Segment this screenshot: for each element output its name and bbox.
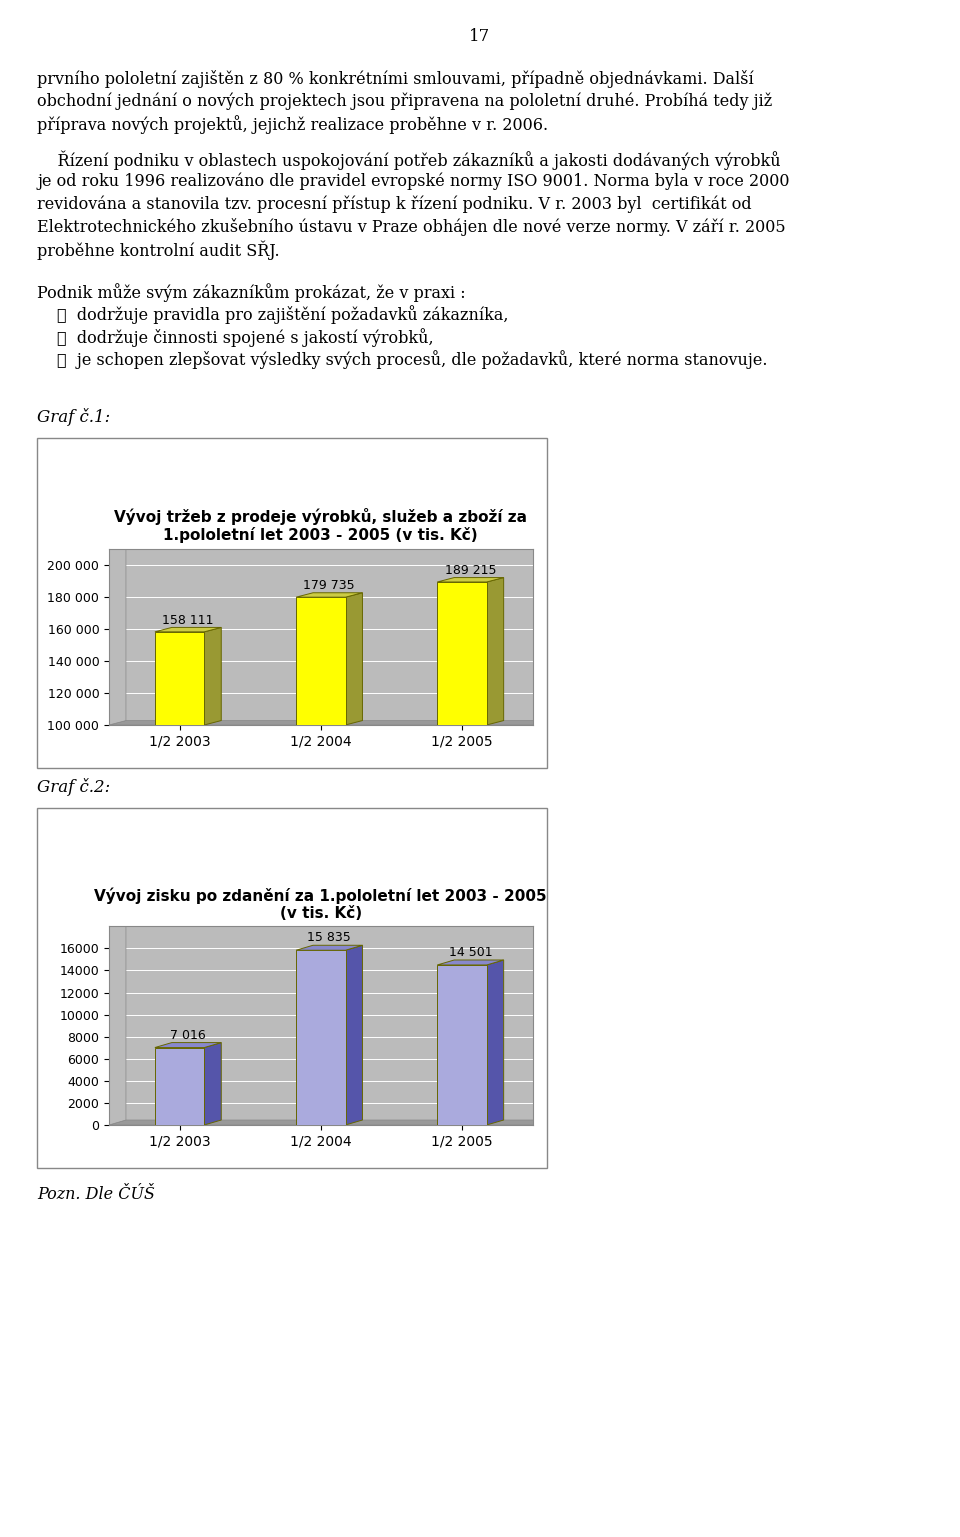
Text: je od roku 1996 realizováno dle pravidel evropské normy ISO 9001. Norma byla v r: je od roku 1996 realizováno dle pravidel… bbox=[37, 174, 789, 191]
Polygon shape bbox=[296, 593, 363, 598]
Polygon shape bbox=[204, 627, 221, 725]
Polygon shape bbox=[296, 945, 363, 950]
Bar bbox=[438, 965, 487, 1125]
Polygon shape bbox=[204, 1042, 221, 1125]
Polygon shape bbox=[109, 544, 126, 725]
Bar bbox=[296, 950, 346, 1125]
Text: 158 111: 158 111 bbox=[162, 613, 214, 627]
Text: obchodní jednání o nových projektech jsou připravena na pololetní druhé. Probíhá: obchodní jednání o nových projektech jso… bbox=[37, 92, 772, 111]
Polygon shape bbox=[487, 961, 504, 1125]
Text: ❖  dodržuje pravidla pro zajištění požadavků zákazníka,: ❖ dodržuje pravidla pro zajištění požada… bbox=[57, 306, 509, 324]
Text: 179 735: 179 735 bbox=[303, 579, 355, 592]
Title: Vývoj tržeb z prodeje výrobků, služeb a zboží za
1.pololetní let 2003 - 2005 (v : Vývoj tržeb z prodeje výrobků, služeb a … bbox=[114, 507, 527, 544]
Text: ❖  dodržuje činnosti spojené s jakostí výrobků,: ❖ dodržuje činnosti spojené s jakostí vý… bbox=[57, 327, 434, 347]
Text: 189 215: 189 215 bbox=[444, 564, 496, 576]
Polygon shape bbox=[438, 578, 504, 583]
Polygon shape bbox=[346, 593, 363, 725]
Polygon shape bbox=[487, 578, 504, 725]
Bar bbox=[155, 632, 204, 725]
Text: Pozn. Dle ČÚŠ: Pozn. Dle ČÚŠ bbox=[37, 1187, 155, 1203]
Polygon shape bbox=[109, 1120, 549, 1125]
Polygon shape bbox=[109, 721, 549, 725]
Text: revidována a stanovila tzv. procesní přístup k řízení podniku. V r. 2003 byl  ce: revidována a stanovila tzv. procesní pří… bbox=[37, 195, 752, 214]
Text: 15 835: 15 835 bbox=[307, 931, 351, 944]
Text: příprava nových projektů, jejichž realizace proběhne v r. 2006.: příprava nových projektů, jejichž realiz… bbox=[37, 115, 548, 134]
Text: Podnik může svým zákazníkům prokázat, že v praxi :: Podnik může svým zákazníkům prokázat, že… bbox=[37, 283, 466, 301]
Text: proběhne kontrolní audit SŘJ.: proběhne kontrolní audit SŘJ. bbox=[37, 240, 279, 260]
Bar bbox=[438, 583, 487, 725]
Title: Vývoj zisku po zdanění za 1.pololetní let 2003 - 2005
(v tis. Kč): Vývoj zisku po zdanění za 1.pololetní le… bbox=[94, 887, 547, 921]
Text: ❖  je schopen zlepšovat výsledky svých procesů, dle požadavků, které norma stano: ❖ je schopen zlepšovat výsledky svých pr… bbox=[57, 350, 767, 369]
Polygon shape bbox=[155, 627, 221, 632]
Text: Elektrotechnického zkušebního ústavu v Praze obhájen dle nové verze normy. V zář: Elektrotechnického zkušebního ústavu v P… bbox=[37, 218, 785, 237]
Text: Graf č.2:: Graf č.2: bbox=[37, 778, 110, 796]
Text: 14 501: 14 501 bbox=[448, 945, 492, 959]
Text: 17: 17 bbox=[469, 28, 491, 45]
Text: Řízení podniku v oblastech uspokojování potřeb zákazníků a jakosti dodávaných vý: Řízení podniku v oblastech uspokojování … bbox=[37, 151, 780, 171]
Text: 7 016: 7 016 bbox=[170, 1028, 206, 1042]
Bar bbox=[296, 598, 346, 725]
Polygon shape bbox=[155, 1042, 221, 1048]
Polygon shape bbox=[438, 961, 504, 965]
Polygon shape bbox=[346, 945, 363, 1125]
Text: prvního pololetní zajištěn z 80 % konkrétními smlouvami, případně objednávkami. : prvního pololetní zajištěn z 80 % konkré… bbox=[37, 71, 754, 88]
Bar bbox=[155, 1048, 204, 1125]
Text: Graf č.1:: Graf č.1: bbox=[37, 407, 110, 426]
Polygon shape bbox=[109, 921, 126, 1125]
